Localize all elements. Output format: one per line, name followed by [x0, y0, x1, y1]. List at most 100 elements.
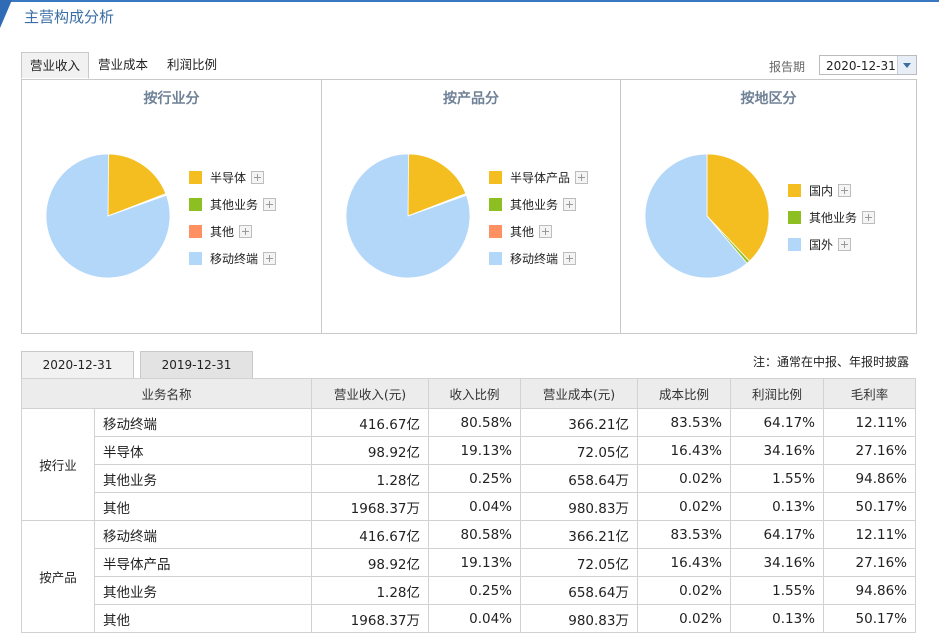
legend-text-wrap: 其他业务 [809, 210, 876, 226]
legend-label: 国内 [809, 184, 834, 198]
tab-revenue[interactable]: 营业收入 [21, 52, 90, 79]
legend-text-wrap: 其他业务 [510, 197, 577, 213]
value-cell: 94.86% [823, 464, 916, 493]
value-cell: 98.92亿 [311, 436, 429, 465]
business-name-cell: 移动终端 [94, 408, 312, 437]
value-cell: 1.28亿 [311, 576, 429, 605]
legend-text-wrap: 国内 [809, 183, 852, 199]
legend-text-wrap: 移动终端 [510, 251, 577, 267]
business-composition-table: 业务名称 营业收入(元) 收入比例 营业成本(元) 成本比例 利润比例 毛利率 … [21, 378, 916, 633]
report-period-label: 报告期 [768, 60, 805, 74]
value-cell: 1.55% [730, 576, 824, 605]
legend-swatch [189, 198, 202, 211]
legend-label: 其他业务 [210, 198, 259, 212]
table-row: 按行业 移动终端 416.67亿 80.58% 366.21亿 83.53% 64.17% 1… [21, 408, 916, 521]
value-cell: 64.17% [730, 408, 824, 437]
chart-panels: 按行业分 半导体 其他业务 其他 移动终端 按产品分 半导体产品 其他业务 其他 移动终端 … [21, 79, 917, 334]
expand-plus-icon[interactable] [575, 171, 589, 184]
business-name-cell: 其他 [94, 492, 312, 521]
expand-plus-icon[interactable] [563, 252, 577, 265]
expand-plus-icon[interactable] [862, 211, 876, 224]
value-cell: 34.16% [730, 436, 824, 465]
value-cell: 0.02% [637, 464, 731, 493]
legend-text-wrap: 半导体产品 [510, 170, 589, 186]
legend-text-wrap: 其他 [210, 224, 253, 240]
tab-profit-ratio[interactable]: 利润比例 [167, 57, 218, 72]
header-top-line [0, 0, 939, 2]
expand-plus-icon[interactable] [838, 184, 852, 197]
pie-slice[interactable] [706, 153, 770, 262]
value-cell: 0.04% [428, 492, 521, 521]
legend-label: 半导体 [210, 171, 247, 185]
value-cell: 416.67亿 [311, 408, 429, 437]
value-cell: 50.17% [823, 604, 916, 633]
panel-title: 按地区分 [740, 91, 797, 107]
business-name-cell: 半导体 [94, 436, 312, 465]
pie-slice[interactable] [107, 153, 167, 217]
header-revenue: 营业收入(元) [311, 378, 429, 409]
value-cell: 12.11% [823, 408, 916, 437]
legend-label: 国外 [809, 238, 834, 252]
tab-cost[interactable]: 营业成本 [98, 57, 149, 72]
pie-slice[interactable] [407, 153, 467, 217]
value-cell: 0.25% [428, 576, 521, 605]
legend-label: 半导体产品 [510, 171, 571, 185]
panel-industry: 按行业分 半导体其他业务其他移动终端 [22, 80, 321, 333]
expand-plus-icon[interactable] [263, 198, 277, 211]
tab-period-2019[interactable]: 2019-12-31 [140, 351, 253, 378]
value-cell: 83.53% [637, 408, 731, 437]
value-cell: 64.17% [730, 520, 824, 549]
business-name-cell: 半导体产品 [94, 548, 312, 577]
value-cell: 1968.37万 [311, 604, 429, 633]
expand-plus-icon[interactable] [563, 198, 577, 211]
value-cell: 19.13% [428, 548, 521, 577]
legend-swatch [788, 184, 801, 197]
pie-slice[interactable] [345, 153, 471, 279]
pie-chart-industry [45, 153, 171, 279]
value-cell: 80.58% [428, 408, 521, 437]
value-cell: 658.64万 [520, 464, 638, 493]
legend-swatch [489, 252, 502, 265]
expand-plus-icon[interactable] [251, 171, 265, 184]
table-header-row: 业务名称 营业收入(元) 收入比例 营业成本(元) 成本比例 利润比例 毛利率 [21, 378, 916, 409]
header-profit-ratio: 利润比例 [730, 378, 824, 409]
expand-plus-icon[interactable] [239, 225, 253, 238]
value-cell: 98.92亿 [311, 548, 429, 577]
table-row: 其他 1968.37万 0.04% 980.83万 0.02% 0.13% 50.17% [22, 604, 916, 633]
report-period-value: 2020-12-31 [826, 59, 896, 73]
panel-title: 按行业分 [143, 91, 200, 107]
table-body: 按行业 移动终端 416.67亿 80.58% 366.21亿 83.53% 64.17% 1… [21, 408, 916, 633]
value-cell: 1968.37万 [311, 492, 429, 521]
pie-slice[interactable] [45, 153, 171, 279]
legend-label: 其他业务 [809, 211, 858, 225]
legend-swatch [189, 171, 202, 184]
pie-slice[interactable] [644, 153, 748, 279]
value-cell: 50.17% [823, 492, 916, 521]
expand-plus-icon[interactable] [539, 225, 553, 238]
legend-text-wrap: 其他 [510, 224, 553, 240]
value-cell: 34.16% [730, 548, 824, 577]
group-name-cell: 按行业 [21, 408, 95, 521]
legend-swatch [489, 225, 502, 238]
legend-swatch [489, 171, 502, 184]
expand-plus-icon[interactable] [838, 238, 852, 251]
legend-text-wrap: 其他业务 [210, 197, 277, 213]
expand-plus-icon[interactable] [263, 252, 277, 265]
value-cell: 416.67亿 [311, 520, 429, 549]
panel-region: 按地区分 国内其他业务国外 [620, 80, 916, 333]
chevron-down-icon[interactable] [897, 56, 916, 74]
panel-title: 按产品分 [443, 91, 499, 107]
value-cell: 0.25% [428, 464, 521, 493]
header-gross-margin: 毛利率 [823, 378, 916, 409]
legend-label: 其他 [210, 225, 235, 239]
legend-swatch [489, 198, 502, 211]
value-cell: 0.02% [637, 604, 731, 633]
legend-label: 移动终端 [210, 252, 259, 266]
report-period-select[interactable]: 2020-12-31 [819, 55, 917, 75]
value-cell: 0.04% [428, 604, 521, 633]
value-cell: 366.21亿 [520, 520, 638, 549]
section-header: 主营构成分析 [0, 0, 939, 30]
tab-period-2020[interactable]: 2020-12-31 [21, 351, 134, 378]
report-period: 报告期 2020-12-31 [717, 55, 917, 77]
value-cell: 72.05亿 [520, 548, 638, 577]
